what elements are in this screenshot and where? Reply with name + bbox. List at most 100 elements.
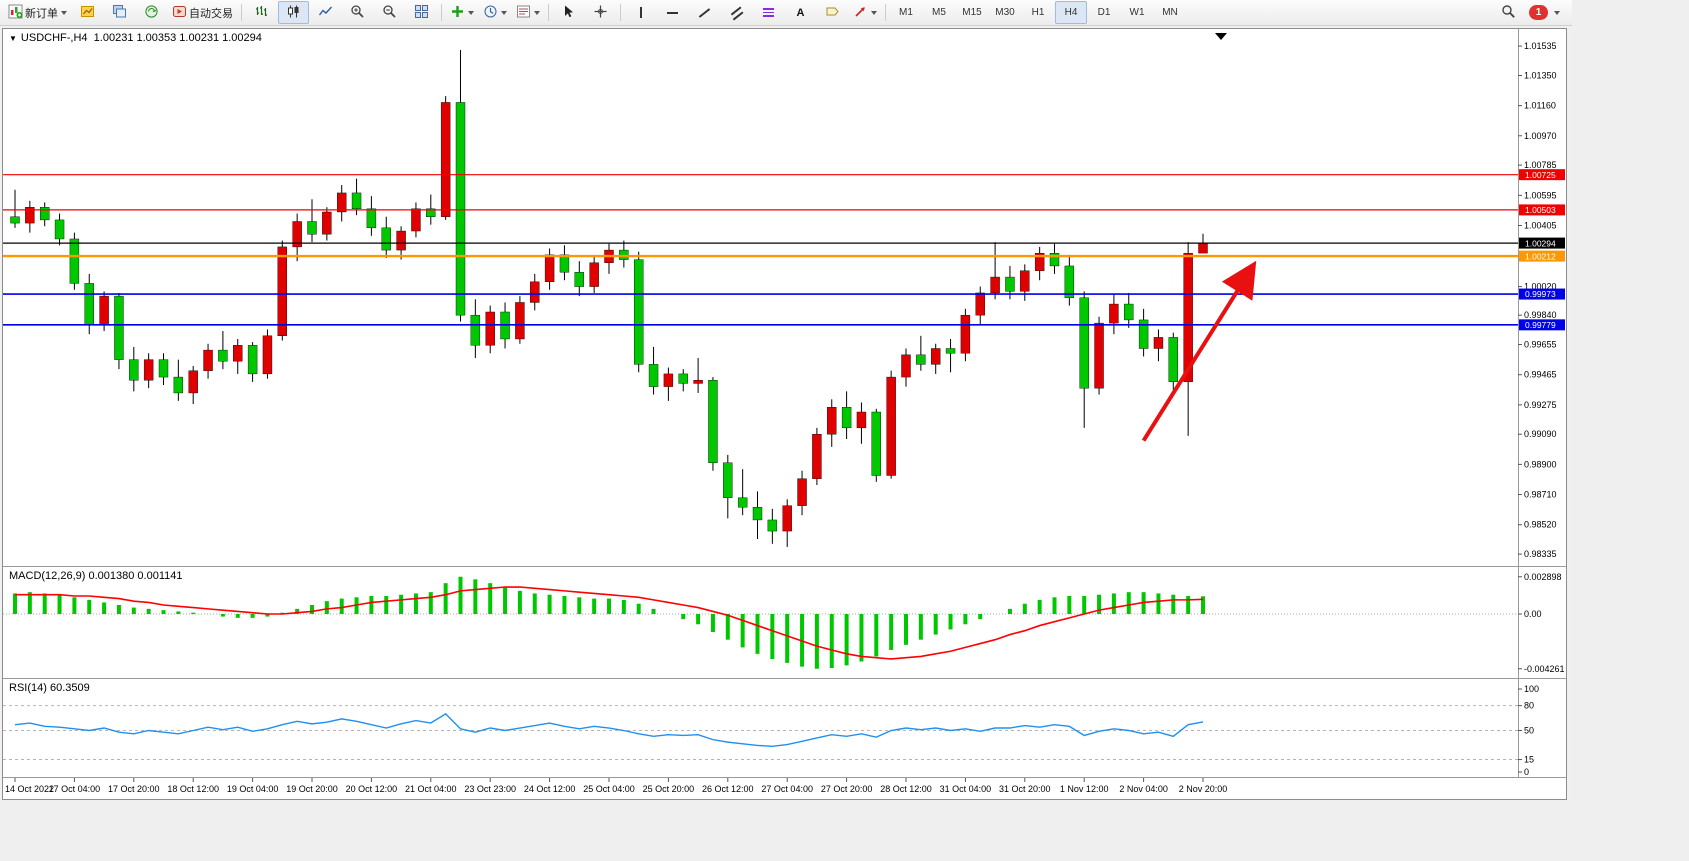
toolbar-overflow-caret[interactable] bbox=[1554, 10, 1560, 15]
bar-chart-button[interactable] bbox=[246, 1, 277, 24]
price-scale[interactable]: 1.01535 1.01350 1.01160 1.00970 1.00785 1.005… bbox=[1518, 41, 1565, 777]
svg-text:1.00405: 1.00405 bbox=[1524, 220, 1557, 230]
vertical-line-icon bbox=[639, 7, 642, 18]
svg-text:50: 50 bbox=[1524, 726, 1534, 736]
svg-text:15: 15 bbox=[1524, 755, 1534, 765]
macd-pane bbox=[3, 576, 1518, 669]
svg-text:0.99973: 0.99973 bbox=[1525, 289, 1556, 299]
separator bbox=[241, 4, 242, 21]
zoom-out-button[interactable] bbox=[374, 1, 405, 24]
timeframe-h4-button[interactable]: H4 bbox=[1055, 1, 1087, 24]
arrows-button[interactable] bbox=[849, 1, 881, 24]
separator bbox=[441, 4, 442, 21]
svg-text:23 Oct 23:00: 23 Oct 23:00 bbox=[464, 784, 516, 794]
timeframe-m1-button[interactable]: M1 bbox=[899, 7, 913, 18]
toolbar: 新订单 自动交易 bbox=[0, 0, 1572, 26]
mt4-window: 新订单 自动交易 bbox=[0, 0, 1572, 800]
svg-text:21 Oct 04:00: 21 Oct 04:00 bbox=[405, 784, 457, 794]
crosshair-button[interactable] bbox=[585, 1, 616, 24]
candlestick-chart-button[interactable] bbox=[278, 1, 309, 24]
timeframe-m5-button[interactable]: M5 bbox=[932, 7, 946, 18]
label-tool-icon bbox=[825, 4, 840, 22]
zoom-in-button[interactable] bbox=[342, 1, 373, 24]
svg-text:0.99465: 0.99465 bbox=[1524, 370, 1557, 380]
data-window-icon bbox=[144, 4, 159, 22]
svg-text:1.00595: 1.00595 bbox=[1524, 190, 1557, 200]
templates-button[interactable] bbox=[512, 1, 544, 24]
chevron-down-icon bbox=[871, 10, 877, 15]
price-chart-canvas[interactable]: 1.01535 1.01350 1.01160 1.00970 1.00785 1.005… bbox=[3, 29, 1566, 799]
channel-button[interactable] bbox=[721, 1, 752, 24]
svg-text:25 Oct 04:00: 25 Oct 04:00 bbox=[583, 784, 635, 794]
svg-text:28 Oct 12:00: 28 Oct 12:00 bbox=[880, 784, 932, 794]
svg-text:0.98335: 0.98335 bbox=[1524, 549, 1557, 559]
trend-arrow[interactable] bbox=[1141, 260, 1257, 442]
notification-badge[interactable]: 1 bbox=[1529, 5, 1548, 20]
rsi-pane bbox=[3, 705, 1518, 761]
chevron-down-icon bbox=[61, 10, 67, 15]
chart-shift-marker[interactable] bbox=[1215, 33, 1227, 40]
tile-windows-button[interactable] bbox=[406, 1, 437, 24]
new-chart-button[interactable] bbox=[72, 1, 103, 24]
trendline-button[interactable] bbox=[689, 1, 720, 24]
data-window-button[interactable] bbox=[136, 1, 167, 24]
text-button[interactable]: A bbox=[785, 1, 816, 24]
svg-text:1.01535: 1.01535 bbox=[1524, 41, 1557, 51]
timeframe-mn-button[interactable]: MN bbox=[1162, 7, 1178, 18]
timeframe-d1-button[interactable]: D1 bbox=[1097, 7, 1111, 18]
svg-text:0: 0 bbox=[1524, 767, 1529, 777]
svg-text:1.00970: 1.00970 bbox=[1524, 131, 1557, 141]
svg-text:20 Oct 12:00: 20 Oct 12:00 bbox=[346, 784, 398, 794]
line-chart-button[interactable] bbox=[310, 1, 341, 24]
svg-text:0.002898: 0.002898 bbox=[1524, 572, 1562, 582]
svg-text:0.99779: 0.99779 bbox=[1525, 320, 1556, 330]
chevron-down-icon bbox=[468, 10, 474, 15]
svg-text:1.01350: 1.01350 bbox=[1524, 70, 1557, 80]
svg-text:0.99275: 0.99275 bbox=[1524, 400, 1557, 410]
svg-text:19 Oct 20:00: 19 Oct 20:00 bbox=[286, 784, 338, 794]
timeframe-h1-button[interactable]: H1 bbox=[1031, 7, 1045, 18]
svg-text:1 Nov 12:00: 1 Nov 12:00 bbox=[1060, 784, 1109, 794]
svg-text:27 Oct 04:00: 27 Oct 04:00 bbox=[761, 784, 813, 794]
horizontal-line-button[interactable] bbox=[657, 1, 688, 24]
zoom-out-icon bbox=[382, 4, 397, 22]
svg-text:27 Oct 20:00: 27 Oct 20:00 bbox=[821, 784, 873, 794]
autotrading-label: 自动交易 bbox=[189, 7, 233, 20]
svg-text:0.99655: 0.99655 bbox=[1524, 340, 1557, 350]
chevron-down-icon bbox=[534, 10, 540, 15]
separator bbox=[620, 4, 621, 21]
candles bbox=[10, 50, 1208, 547]
macd-signal-line bbox=[15, 586, 1204, 660]
timeframe-m30-button[interactable]: M30 bbox=[995, 7, 1015, 18]
zoom-in-icon bbox=[350, 4, 365, 22]
svg-text:31 Oct 20:00: 31 Oct 20:00 bbox=[999, 784, 1051, 794]
svg-text:17 Oct 20:00: 17 Oct 20:00 bbox=[108, 784, 160, 794]
svg-text:17 Oct 04:00: 17 Oct 04:00 bbox=[49, 784, 101, 794]
clock-icon bbox=[483, 4, 498, 22]
indicators-button[interactable] bbox=[446, 1, 478, 24]
tile-windows-icon bbox=[414, 4, 429, 22]
chevron-down-icon bbox=[501, 10, 507, 15]
profiles-button[interactable] bbox=[104, 1, 135, 24]
arrow-tool-icon bbox=[853, 4, 868, 22]
label-button[interactable] bbox=[817, 1, 848, 24]
horizontal-level-lines[interactable] bbox=[3, 174, 1518, 326]
search-button[interactable] bbox=[1493, 1, 1524, 24]
timeframe-w1-button[interactable]: W1 bbox=[1129, 7, 1145, 18]
new-chart-icon bbox=[80, 4, 95, 22]
periods-button[interactable] bbox=[479, 1, 511, 24]
svg-text:80: 80 bbox=[1524, 701, 1534, 711]
svg-text:31 Oct 04:00: 31 Oct 04:00 bbox=[940, 784, 992, 794]
new-order-button[interactable]: 新订单 bbox=[4, 1, 71, 24]
autotrading-button[interactable]: 自动交易 bbox=[168, 1, 237, 24]
indicators-plus-icon bbox=[450, 4, 465, 22]
cursor-button[interactable] bbox=[553, 1, 584, 24]
fibonacci-button[interactable] bbox=[753, 1, 784, 24]
svg-text:2 Nov 20:00: 2 Nov 20:00 bbox=[1179, 784, 1228, 794]
timeframe-m15-button[interactable]: M15 bbox=[962, 7, 982, 18]
svg-text:1.00294: 1.00294 bbox=[1525, 238, 1556, 248]
text-tool-icon: A bbox=[796, 6, 805, 19]
svg-text:0.99840: 0.99840 bbox=[1524, 310, 1557, 320]
vertical-line-button[interactable] bbox=[625, 1, 656, 24]
